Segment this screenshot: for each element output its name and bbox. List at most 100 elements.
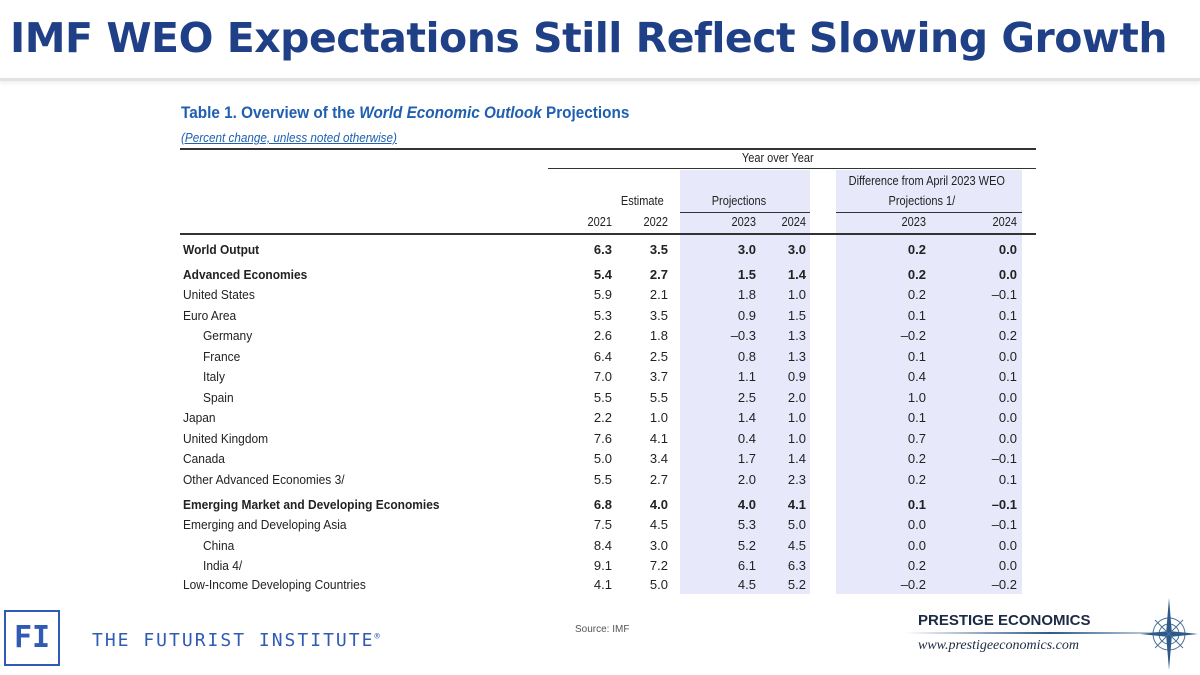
table-row: Emerging and Developing Asia 7.5 4.5 5.3 5.0… bbox=[183, 517, 1023, 535]
cell-value: –0.3 bbox=[730, 328, 756, 343]
year-header: 2021 bbox=[587, 215, 612, 229]
row-label: United States bbox=[183, 287, 255, 302]
cell-value: 0.4 bbox=[737, 431, 756, 446]
table-row: Italy 7.0 3.7 1.1 0.9 0.4 0.1 bbox=[183, 369, 1023, 387]
cell-value: 0.1 bbox=[998, 308, 1017, 323]
row-label: India 4/ bbox=[203, 558, 243, 573]
cell-value: 2.2 bbox=[593, 410, 612, 425]
projections-shade bbox=[680, 170, 810, 594]
cell-value: 5.0 bbox=[593, 451, 612, 466]
year-header: 2024 bbox=[992, 215, 1017, 229]
difference-shade bbox=[836, 170, 1022, 594]
cell-value: 5.3 bbox=[593, 308, 612, 323]
cell-value: 0.2 bbox=[907, 287, 926, 302]
cell-value: 0.7 bbox=[907, 431, 926, 446]
cell-value: 1.3 bbox=[787, 349, 806, 364]
cell-value: 5.4 bbox=[593, 267, 612, 282]
year-header: 2024 bbox=[781, 215, 806, 229]
prestige-divider bbox=[905, 632, 1195, 634]
cell-value: 1.7 bbox=[737, 451, 756, 466]
cell-value: 5.9 bbox=[593, 287, 612, 302]
cell-value: 0.2 bbox=[907, 558, 926, 573]
header-year-over-year: Year over Year bbox=[741, 151, 814, 165]
cell-value: 1.8 bbox=[737, 287, 756, 302]
title-bar bbox=[0, 0, 1200, 81]
year-header: 2022 bbox=[643, 215, 668, 229]
cell-value: 7.0 bbox=[593, 369, 612, 384]
cell-value: 0.0 bbox=[998, 431, 1017, 446]
row-label: Italy bbox=[203, 369, 225, 384]
cell-value: 5.5 bbox=[593, 472, 612, 487]
top-rule bbox=[180, 148, 1036, 150]
cell-value: 1.4 bbox=[737, 410, 756, 425]
cell-value: 0.2 bbox=[998, 328, 1017, 343]
cell-value: 0.0 bbox=[998, 410, 1017, 425]
cell-value: 5.2 bbox=[737, 538, 756, 553]
cell-value: 0.0 bbox=[998, 390, 1017, 405]
source-note: Source: IMF bbox=[575, 624, 630, 635]
year-header: 2023 bbox=[731, 215, 756, 229]
cell-value: 5.0 bbox=[787, 517, 806, 532]
futurist-institute-name: THE FUTURIST INSTITUTE® bbox=[92, 630, 382, 651]
row-label: Euro Area bbox=[183, 308, 237, 323]
cell-value: 1.0 bbox=[787, 431, 806, 446]
row-label: France bbox=[203, 349, 241, 364]
slide-title: IMF WEO Expectations Still Reflect Slowi… bbox=[10, 14, 1168, 62]
cell-value: 0.1 bbox=[907, 497, 926, 512]
cell-value: 1.0 bbox=[649, 410, 668, 425]
cell-value: –0.2 bbox=[900, 328, 926, 343]
table-row: China 8.4 3.0 5.2 4.5 0.0 0.0 bbox=[183, 538, 1023, 556]
table-row: Other Advanced Economies 3/5.5 2.7 2.0 2.3 0… bbox=[183, 472, 1023, 490]
cell-value: –0.1 bbox=[991, 517, 1017, 532]
cell-value: 1.4 bbox=[787, 267, 806, 282]
table-row: Spain 5.5 5.5 2.5 2.0 1.0 0.0 bbox=[183, 390, 1023, 408]
cell-value: 1.1 bbox=[737, 369, 756, 384]
cell-value: 1.0 bbox=[787, 287, 806, 302]
cell-value: 2.5 bbox=[737, 390, 756, 405]
cell-value: 1.5 bbox=[787, 308, 806, 323]
cell-value: 0.0 bbox=[907, 538, 926, 553]
table-row: World Output 6.3 3.5 3.0 3.0 0.2 0.0 bbox=[183, 242, 1023, 260]
cell-value: 0.9 bbox=[737, 308, 756, 323]
cell-value: 3.0 bbox=[649, 538, 668, 553]
header-difference: Difference from April 2023 WEO bbox=[848, 174, 1005, 188]
table-subtitle: (Percent change, unless noted otherwise) bbox=[181, 130, 397, 145]
table-row: Japan 2.2 1.0 1.4 1.0 0.1 0.0 bbox=[183, 410, 1023, 428]
cell-value: –0.2 bbox=[900, 577, 926, 592]
cell-value: 0.0 bbox=[998, 558, 1017, 573]
table-row: Germany 2.6 1.8 –0.3 1.3 –0.2 0.2 bbox=[183, 328, 1023, 346]
cell-value: 6.3 bbox=[787, 558, 806, 573]
row-label: United Kingdom bbox=[183, 431, 269, 446]
year-header: 2023 bbox=[901, 215, 926, 229]
cell-value: 1.5 bbox=[737, 267, 756, 282]
cell-value: 1.4 bbox=[787, 451, 806, 466]
cell-value: 1.0 bbox=[787, 410, 806, 425]
cell-value: 0.0 bbox=[998, 349, 1017, 364]
cell-value: 0.2 bbox=[907, 472, 926, 487]
table-row: India 4/9.1 7.2 6.1 6.3 0.2 0.0 bbox=[183, 558, 1023, 576]
cell-value: 6.8 bbox=[593, 497, 612, 512]
cell-value: 1.3 bbox=[787, 328, 806, 343]
row-label: Japan bbox=[183, 410, 216, 425]
cell-value: 4.0 bbox=[649, 497, 668, 512]
cell-value: 3.5 bbox=[649, 308, 668, 323]
cell-value: 0.0 bbox=[998, 538, 1017, 553]
cell-value: –0.1 bbox=[991, 451, 1017, 466]
cell-value: 2.7 bbox=[649, 267, 668, 282]
cell-value: 4.5 bbox=[737, 577, 756, 592]
row-label: Advanced Economies bbox=[183, 267, 308, 282]
row-label: World Output bbox=[183, 242, 260, 257]
cell-value: 0.0 bbox=[998, 242, 1017, 257]
compass-icon bbox=[1140, 598, 1198, 670]
header-difference-2: Projections 1/ bbox=[888, 194, 956, 208]
rule bbox=[548, 168, 1036, 169]
cell-value: 3.5 bbox=[649, 242, 668, 257]
cell-value: 2.0 bbox=[787, 390, 806, 405]
table-row: Low-Income Developing Countries 4.1 5.0 4.5… bbox=[183, 577, 1023, 595]
cell-value: 5.5 bbox=[649, 390, 668, 405]
cell-value: 2.5 bbox=[649, 349, 668, 364]
cell-value: 3.0 bbox=[737, 242, 756, 257]
cell-value: 0.1 bbox=[907, 308, 926, 323]
cell-value: 7.6 bbox=[593, 431, 612, 446]
cell-value: 4.0 bbox=[737, 497, 756, 512]
